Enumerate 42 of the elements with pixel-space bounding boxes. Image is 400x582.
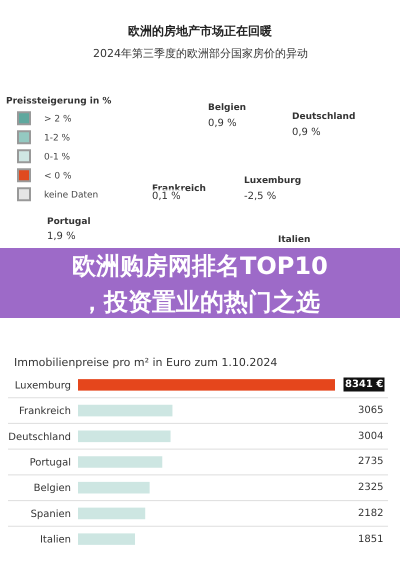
text: Portugal (47, 217, 91, 227)
data-label: 3065 (358, 405, 384, 416)
data-label: 1851 (358, 534, 384, 545)
text: Deutschland (292, 112, 356, 122)
bar (78, 508, 146, 520)
bar (78, 430, 171, 442)
category-label: > 2 % (44, 114, 72, 125)
category-label: 0-1 % (44, 152, 71, 163)
text: 0,9 % (292, 127, 321, 138)
bar (78, 533, 136, 545)
data-label: 8341 € (345, 379, 384, 390)
data-label: 2735 (358, 456, 384, 467)
y-tick-label: Deutschland (8, 432, 71, 443)
bar (78, 404, 172, 416)
text: 1,9 % (47, 231, 76, 242)
text: 0,9 % (208, 118, 237, 129)
category-label: 1-2 % (44, 134, 71, 144)
text: Luxemburg (244, 176, 302, 186)
category-label: < 0 % (44, 172, 72, 182)
category-label: keine Daten (44, 190, 98, 201)
bar (78, 482, 150, 494)
data-label: 3004 (358, 431, 384, 442)
y-tick-label: Portugal (30, 458, 71, 468)
y-tick-label: Spanien (30, 508, 71, 520)
text: 欧洲的房地产市场正在回暖 (128, 24, 272, 38)
text: -2,5 % (244, 191, 276, 202)
bar (78, 456, 162, 468)
text: Belgien (208, 103, 246, 113)
text: 2024年第三季度的欧洲部分国家房价的异动 (93, 47, 308, 60)
y-tick-label: Italien (40, 534, 71, 546)
text: ，投资置业的热门之选 (80, 288, 320, 316)
text: 0,1 % (152, 191, 181, 202)
chart-title: Immobilienpreise pro m² in Euro zum 1.10.2024 (14, 356, 278, 369)
y-tick-label: Luxemburg (14, 380, 71, 392)
y-tick-label: Belgien (34, 483, 71, 494)
data-label: 2182 (358, 508, 384, 519)
data-label: 2325 (358, 482, 384, 493)
text: Italien (278, 235, 310, 245)
text: 欧洲购房网排名TOP10 (72, 252, 328, 280)
legend-title: Preissteigerung in % (6, 96, 112, 107)
y-tick-label: Frankreich (18, 406, 71, 418)
bar (78, 379, 335, 391)
